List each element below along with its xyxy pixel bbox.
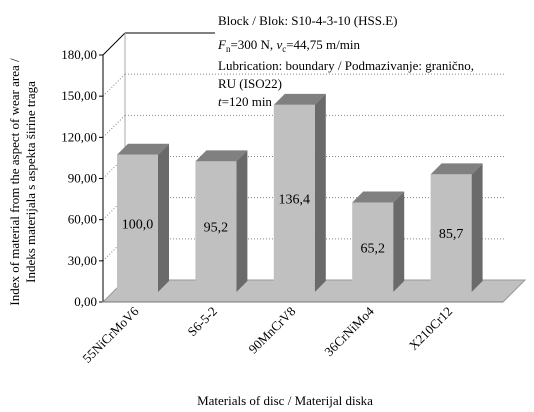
data-label: 85,7	[439, 227, 464, 242]
gridline-diagonal	[102, 197, 126, 221]
y-axis-title-line1: Index of material from the aspect of wea…	[7, 58, 22, 306]
bar-front	[117, 154, 158, 292]
annotation-load-speed: Fn=300 N, vc=44,75 m/min	[217, 37, 360, 54]
y-tick-label: 90,00	[68, 171, 97, 186]
y-tick-label: 150,00	[61, 88, 97, 103]
data-labels: 100,0 95,2 136,4 65,2 85,7	[122, 192, 464, 256]
annotation-lubrication-2: RU (ISO22)	[218, 76, 282, 91]
gridline-diagonal	[102, 114, 126, 138]
annotation-lubrication-1: Lubrication: boundary / Podmazivanje: gr…	[218, 58, 474, 73]
y-tick-label: 0,00	[74, 294, 97, 309]
bar-top	[117, 143, 169, 155]
x-tick-label: 36CrNiMo4	[321, 303, 377, 359]
gridline-diagonal	[102, 73, 126, 97]
annotation-speed-subscript: c	[282, 44, 286, 54]
data-label: 136,4	[279, 192, 311, 207]
x-tick-label: X210Cr12	[406, 304, 455, 353]
test-conditions-annotation: Block / Blok: S10-4-3-10 (HSS.E) Fn=300 …	[217, 13, 474, 109]
bar-front	[430, 174, 472, 292]
bar-side	[393, 191, 405, 292]
gridline-diagonal	[102, 32, 126, 56]
bar-side	[471, 163, 483, 292]
y-axis-title-line2: Indeks materijala s aspekta širine traga	[23, 81, 38, 283]
bar-X210Cr12	[430, 163, 483, 292]
bar-side	[314, 93, 326, 292]
data-label: 100,0	[122, 217, 154, 232]
x-axis-title: Materials of disc / Materijal diska	[197, 393, 373, 408]
annotation-load-symbol: F	[217, 37, 227, 52]
bar-side	[236, 150, 248, 292]
bar-top	[195, 150, 248, 162]
annotation-time-symbol: t	[218, 94, 222, 109]
bar-36CrNiMo4	[352, 191, 405, 292]
y-tick-label: 120,00	[61, 129, 97, 144]
bar-top	[352, 191, 405, 203]
annotation-block: Block / Blok: S10-4-3-10 (HSS.E)	[218, 13, 397, 28]
annotation-load-subscript: n	[226, 44, 231, 54]
x-tick-labels: 55NiCrMoV6 S6-5-2 90MnCrV8 36CrNiMo4 X210Cr1…	[79, 303, 455, 366]
y-tick-label: 30,00	[68, 253, 97, 268]
annotation-time-value: =120 min	[222, 94, 273, 109]
bar-front	[352, 202, 394, 292]
x-tick-label: S6-5-2	[184, 304, 220, 340]
gridline-diagonal	[102, 156, 126, 179]
y-tick-label: 60,00	[68, 212, 97, 227]
bar-top	[273, 93, 326, 105]
data-label: 65,2	[360, 241, 385, 256]
annotation-load-value: =300 N,	[230, 37, 276, 52]
gridline-diagonal	[102, 238, 126, 262]
bar-front	[195, 161, 237, 292]
bars	[117, 93, 483, 292]
bar-top	[430, 163, 483, 175]
x-tick-label: 55NiCrMoV6	[79, 303, 142, 366]
annotation-speed-symbol: v	[276, 37, 282, 52]
bar-55NiCrMoV6	[117, 143, 169, 292]
bar-side	[158, 143, 169, 292]
x-tick-label: 90MnCrV8	[245, 304, 298, 357]
y-axis: 0,00 30,00 60,00 90,00 120,00 150,00 180,00	[61, 47, 104, 309]
bar-front	[273, 104, 315, 292]
data-label: 95,2	[204, 221, 229, 236]
bar-S6-5-2	[195, 150, 248, 292]
annotation-speed-value: =44,75 m/min	[286, 37, 360, 52]
bar-90MnCrV8	[273, 93, 326, 292]
y-tick-label: 180,00	[61, 47, 97, 62]
annotation-time: t=120 min	[218, 94, 272, 109]
